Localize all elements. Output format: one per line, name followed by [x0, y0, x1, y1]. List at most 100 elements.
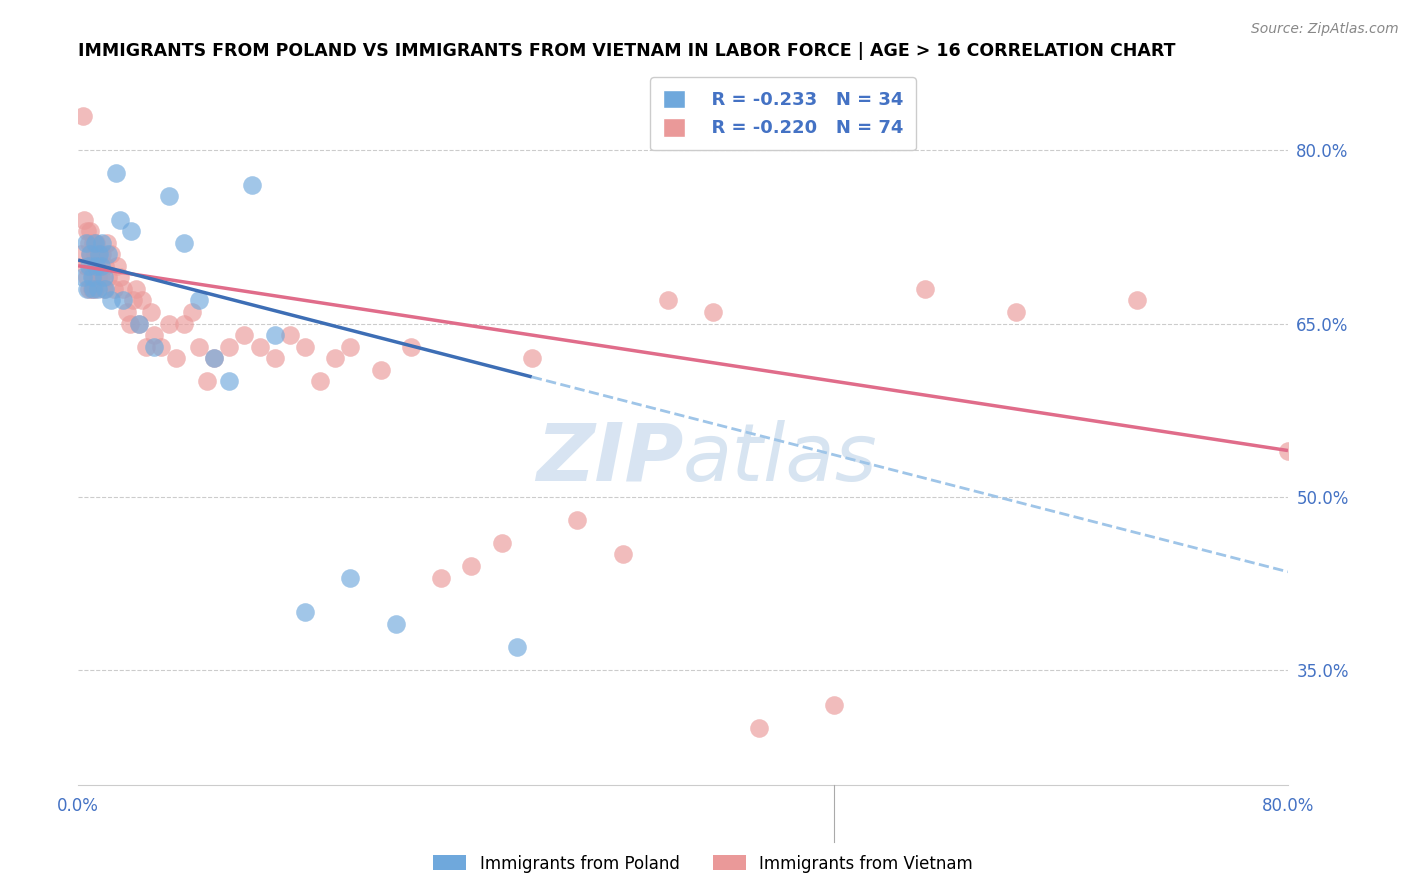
Point: [87, 247, 110, 261]
Point: [72, 109, 94, 123]
Point: [180, 305, 202, 319]
Point: [131, 293, 153, 308]
Point: [83, 247, 105, 261]
Point: [90, 270, 112, 285]
Point: [249, 340, 271, 354]
Text: ZIP: ZIP: [536, 420, 683, 498]
Point: [263, 328, 285, 343]
Point: [84, 259, 107, 273]
Point: [75, 259, 97, 273]
Point: [195, 374, 218, 388]
Point: [188, 340, 211, 354]
Point: [104, 166, 127, 180]
Point: [112, 282, 135, 296]
Point: [97, 247, 120, 261]
Point: [97, 270, 120, 285]
Point: [218, 374, 240, 388]
Point: [278, 328, 301, 343]
Point: [139, 305, 162, 319]
Point: [748, 721, 770, 735]
Point: [79, 224, 101, 238]
Point: [76, 224, 98, 238]
Point: [491, 536, 513, 550]
Point: [914, 282, 936, 296]
Point: [80, 259, 103, 273]
Point: [399, 340, 422, 354]
Point: [100, 293, 122, 308]
Point: [202, 351, 225, 366]
Point: [80, 270, 103, 285]
Point: [94, 259, 117, 273]
Point: [128, 317, 150, 331]
Point: [96, 235, 118, 250]
Point: [84, 235, 107, 250]
Point: [128, 317, 150, 331]
Point: [87, 270, 110, 285]
Point: [89, 259, 111, 273]
Point: [173, 235, 195, 250]
Point: [309, 374, 332, 388]
Point: [567, 513, 589, 527]
Point: [323, 351, 346, 366]
Point: [702, 305, 724, 319]
Point: [90, 259, 112, 273]
Point: [173, 317, 195, 331]
Point: [240, 178, 263, 192]
Point: [110, 212, 132, 227]
Point: [121, 293, 143, 308]
Point: [370, 362, 392, 376]
Point: [79, 247, 101, 261]
Point: [83, 235, 105, 250]
Legend: Immigrants from Poland, Immigrants from Vietnam: Immigrants from Poland, Immigrants from …: [426, 848, 980, 880]
Point: [72, 270, 94, 285]
Point: [77, 259, 100, 273]
Point: [339, 571, 361, 585]
Text: Source: ZipAtlas.com: Source: ZipAtlas.com: [1251, 22, 1399, 37]
Point: [165, 351, 187, 366]
Point: [77, 235, 100, 250]
Point: [657, 293, 679, 308]
Point: [460, 559, 482, 574]
Point: [188, 293, 211, 308]
Point: [82, 235, 104, 250]
Point: [202, 351, 225, 366]
Point: [70, 247, 93, 261]
Point: [339, 340, 361, 354]
Point: [124, 282, 146, 296]
Text: atlas: atlas: [683, 420, 877, 498]
Point: [94, 282, 117, 296]
Point: [103, 282, 125, 296]
Point: [73, 212, 96, 227]
Text: IMMIGRANTS FROM POLAND VS IMMIGRANTS FROM VIETNAM IN LABOR FORCE | AGE > 16 CORR: IMMIGRANTS FROM POLAND VS IMMIGRANTS FRO…: [79, 42, 1175, 60]
Point: [218, 340, 240, 354]
Point: [612, 548, 634, 562]
Point: [1004, 305, 1026, 319]
Point: [294, 605, 316, 619]
Point: [93, 270, 115, 285]
Point: [87, 282, 110, 296]
Point: [76, 270, 98, 285]
Point: [91, 235, 114, 250]
Point: [89, 247, 111, 261]
Point: [83, 282, 105, 296]
Point: [118, 317, 141, 331]
Point: [263, 351, 285, 366]
Point: [142, 340, 165, 354]
Point: [93, 282, 115, 296]
Point: [157, 189, 180, 203]
Point: [505, 640, 527, 654]
Point: [91, 247, 114, 261]
Point: [100, 247, 122, 261]
Point: [294, 340, 316, 354]
Point: [1277, 443, 1299, 458]
Point: [233, 328, 256, 343]
Point: [80, 282, 103, 296]
Point: [112, 293, 135, 308]
Legend:   R = -0.233   N = 34,   R = -0.220   N = 74: R = -0.233 N = 34, R = -0.220 N = 74: [650, 77, 915, 150]
Point: [1126, 293, 1149, 308]
Point: [384, 616, 406, 631]
Point: [79, 247, 101, 261]
Point: [110, 270, 132, 285]
Point: [120, 224, 142, 238]
Point: [142, 328, 165, 343]
